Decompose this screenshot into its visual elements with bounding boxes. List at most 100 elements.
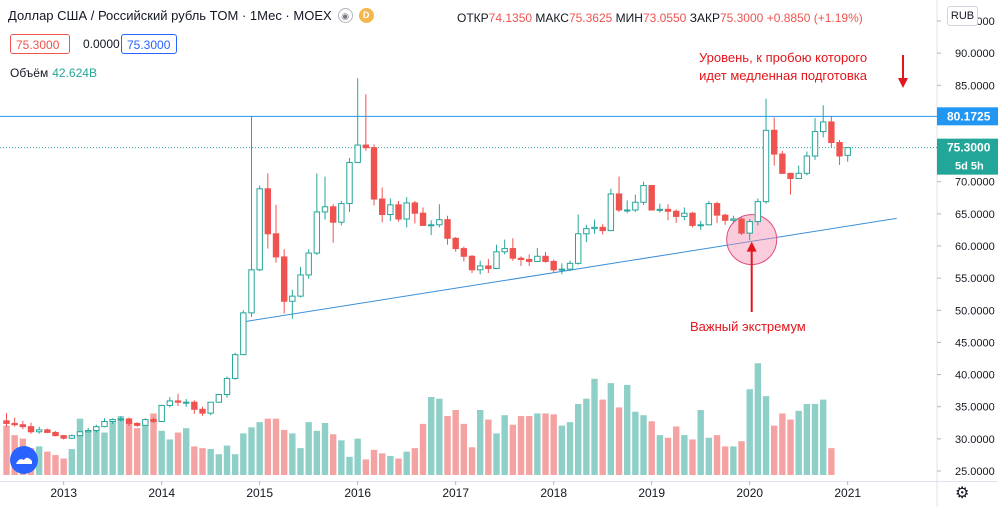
volume-bar: [427, 397, 435, 475]
y-tick-label: 25.0000: [955, 466, 995, 478]
candle-body: [738, 218, 745, 234]
candle-body: [264, 188, 272, 235]
candle-body: [289, 295, 296, 302]
high-label: МАКС: [535, 11, 569, 25]
candle-body: [52, 431, 59, 437]
volume-bar: [754, 363, 762, 475]
volume-bar: [387, 455, 394, 475]
candle-body: [476, 265, 484, 271]
volume-bar: [697, 410, 704, 475]
volume-bar: [109, 422, 116, 475]
candle-body: [35, 429, 43, 433]
volume-bar: [436, 398, 443, 475]
volume-value: 42.624B: [52, 66, 97, 80]
candle-body: [101, 421, 108, 428]
candle-body: [240, 312, 247, 356]
volume-bar: [509, 424, 517, 475]
level-arrow-head: [898, 78, 908, 88]
candle-body: [485, 265, 492, 269]
volume-bar: [493, 433, 500, 475]
candle-body: [354, 144, 361, 163]
volume-bar: [60, 458, 67, 475]
candle-body: [664, 208, 672, 212]
candle-body: [444, 219, 451, 239]
countdown-text: 5d 5h: [955, 161, 984, 173]
candle-body: [803, 155, 811, 174]
volume-bar: [395, 458, 402, 475]
volume-bar: [346, 456, 353, 475]
sell-button[interactable]: 75.3000: [10, 34, 70, 54]
volume-bar: [231, 454, 239, 475]
price-axis: 95.000090.000085.000080.000075.000070.00…: [937, 16, 998, 478]
volume-bar: [615, 407, 623, 475]
candle-body: [109, 419, 116, 423]
volume-bar: [746, 389, 753, 475]
candle-body: [191, 401, 198, 410]
volume-bar: [803, 403, 811, 475]
candle-body: [411, 202, 419, 214]
volume-bar: [501, 415, 508, 475]
volume-bar: [84, 431, 92, 475]
candle-body: [844, 147, 851, 156]
candle-body: [27, 426, 35, 433]
buy-button[interactable]: 75.3000: [121, 34, 177, 54]
volume-bar: [215, 454, 223, 475]
candle-body: [231, 354, 239, 379]
x-tick-label: 2018: [540, 486, 567, 500]
volume-bar: [672, 426, 680, 475]
volume-bar: [52, 455, 59, 475]
volume-bar: [566, 422, 574, 475]
volume-bar: [811, 403, 819, 475]
volume-bar: [583, 398, 590, 475]
candle-body: [68, 435, 76, 439]
candle-body: [681, 212, 688, 217]
candle-body: [689, 212, 696, 226]
candle-body: [730, 218, 737, 221]
x-tick-label: 2015: [246, 486, 273, 500]
volume-bar: [779, 413, 786, 475]
volume-bar: [762, 396, 770, 475]
volume-bar: [370, 449, 378, 475]
volume-bar: [664, 437, 672, 475]
candle-body: [697, 224, 704, 227]
close-value: 75.3000: [719, 11, 764, 25]
candle-body: [60, 435, 67, 439]
volume-bar: [321, 423, 329, 475]
volume-bar: [117, 416, 125, 475]
candle-body: [820, 121, 827, 133]
symbol-title[interactable]: Доллар США / Российский рубль TOM · 1Мес…: [8, 8, 332, 23]
eye-icon[interactable]: ◉: [337, 8, 353, 23]
candle-body: [787, 172, 794, 180]
volume-bar: [713, 435, 721, 475]
candle-body: [713, 203, 721, 216]
candle-body: [84, 430, 92, 433]
volume-bar: [305, 422, 312, 475]
candle-body: [427, 224, 435, 227]
dividend-badge[interactable]: D: [358, 8, 374, 23]
volume-bar: [280, 429, 288, 475]
volume-bar: [770, 425, 778, 475]
candle-body: [346, 161, 353, 205]
currency-button[interactable]: RUB: [947, 6, 978, 26]
volume-bar: [468, 447, 476, 475]
extremum-annotation: Важный экстремум: [690, 319, 806, 334]
volume-bar: [3, 425, 10, 475]
volume-bar: [297, 448, 304, 475]
volume-legend[interactable]: Объём 42.624B: [10, 66, 97, 80]
gear-icon[interactable]: ⚙: [955, 485, 970, 502]
candle-body: [142, 419, 149, 426]
y-tick-label: 50.0000: [955, 305, 995, 317]
candle-body: [623, 209, 631, 212]
volume-bar: [158, 430, 165, 475]
volume-label: Объём: [10, 66, 49, 80]
candle-body: [672, 210, 680, 217]
tradingview-logo-icon[interactable]: [10, 446, 38, 474]
volume-bar: [166, 439, 174, 475]
candle-body: [76, 431, 84, 437]
candle-body: [795, 172, 802, 180]
candle-body: [550, 260, 557, 271]
volume-bar: [574, 403, 582, 475]
candle-body: [746, 221, 753, 234]
